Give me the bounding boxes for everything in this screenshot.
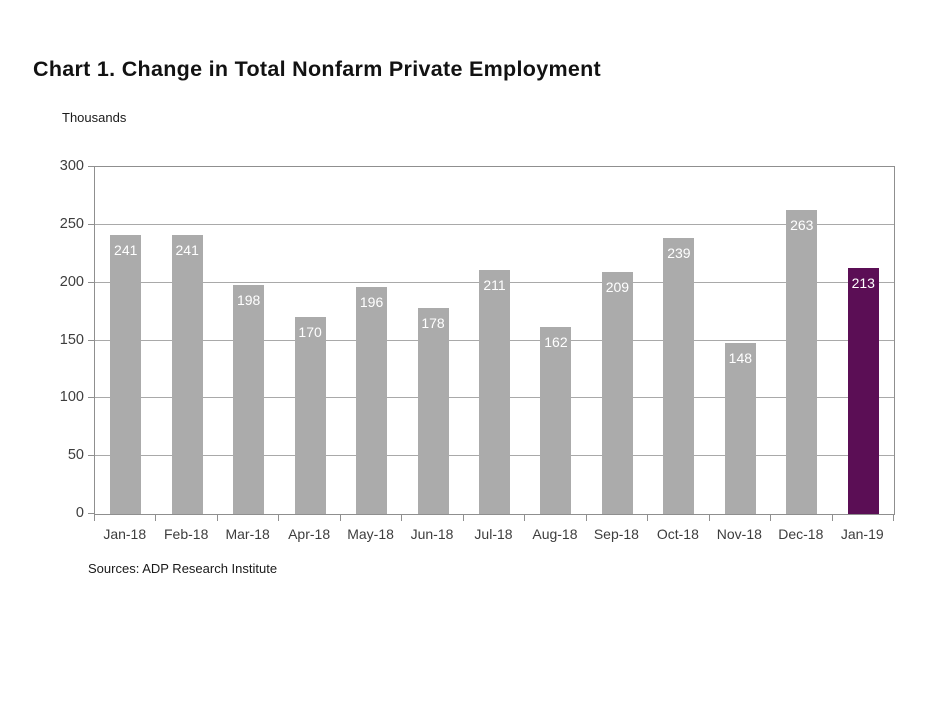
bar-value-label: 209	[605, 279, 630, 296]
x-tick-label-Aug-18: Aug-18	[532, 526, 578, 542]
bar-value-label: 213	[851, 274, 875, 291]
x-tick-label-Dec-18: Dec-18	[778, 526, 824, 542]
bar-value-label: 162	[544, 333, 568, 350]
y-tick-mark	[88, 281, 94, 283]
bar-Jan-18: 241	[110, 235, 142, 514]
gridline-250	[95, 223, 894, 225]
bar-value-label: 241	[175, 242, 199, 259]
x-tick-label-Nov-18: Nov-18	[716, 526, 762, 542]
y-tick-mark	[88, 166, 94, 167]
x-tick-label-Jul-18: Jul-18	[474, 526, 513, 542]
x-tick-label-Oct-18: Oct-18	[656, 526, 699, 542]
x-tick-mark	[94, 514, 95, 521]
bar-value-label: 263	[790, 216, 814, 233]
y-tick-label-300: 300	[59, 158, 84, 174]
y-tick-label-0: 0	[75, 505, 84, 521]
bar-value-label: 178	[421, 315, 445, 332]
x-tick-label-Jan-18: Jan-18	[103, 526, 147, 542]
y-tick-mark	[88, 397, 94, 399]
bar-Jun-18: 178	[417, 308, 449, 514]
x-tick-label-May-18: May-18	[347, 526, 394, 542]
y-tick-label-100: 100	[59, 389, 84, 406]
bar-Sep-18: 209	[601, 272, 633, 514]
x-tick-mark	[462, 514, 464, 521]
y-tick-label-250: 250	[59, 215, 84, 232]
bar-value-label: 211	[483, 276, 506, 293]
y-tick-label-200: 200	[59, 273, 84, 290]
bar-value-label: 170	[298, 324, 322, 341]
y-tick-mark	[88, 223, 94, 225]
y-tick-label-150: 150	[59, 331, 84, 348]
x-tick-label-Apr-18: Apr-18	[288, 526, 331, 542]
bar-value-label: 148	[728, 349, 753, 366]
y-tick-mark	[88, 339, 94, 341]
x-tick-mark	[770, 514, 772, 521]
x-tick-mark	[647, 514, 649, 521]
chart-title: Chart 1. Change in Total Nonfarm Private…	[33, 57, 602, 81]
bar-Jan-19: 213	[847, 267, 879, 514]
plot-area: 241 241 198 170 196 178 211 162 209 239 148 263 213	[94, 166, 895, 515]
y-tick-mark	[88, 513, 94, 514]
bar-Oct-18: 239	[663, 237, 695, 514]
bar-Aug-18: 162	[540, 326, 572, 514]
source-note: Sources: ADP Research Institute	[88, 561, 278, 576]
x-tick-label-Sep-18: Sep-18	[593, 526, 639, 542]
x-tick-label-Jan-19: Jan-19	[840, 526, 884, 542]
bar-value-label: 196	[359, 294, 384, 311]
bar-Jul-18: 211	[479, 269, 510, 514]
bar-value-label: 241	[114, 242, 138, 259]
bar-Apr-18: 170	[294, 317, 326, 514]
x-tick-mark	[155, 514, 157, 521]
bar-Dec-18: 263	[786, 209, 818, 514]
x-tick-mark	[585, 514, 587, 521]
x-tick-mark	[708, 514, 710, 521]
y-axis-units-label: Thousands	[62, 110, 127, 125]
bar-value-label: 198	[236, 291, 261, 308]
x-tick-mark	[831, 514, 833, 521]
x-tick-label-Mar-18: Mar-18	[225, 526, 270, 542]
bar-Feb-18: 241	[171, 235, 203, 514]
x-tick-mark	[339, 514, 341, 521]
y-tick-label-50: 50	[67, 447, 84, 464]
x-tick-mark	[216, 514, 218, 521]
bar-Nov-18: 148	[724, 342, 756, 514]
x-tick-mark	[893, 514, 894, 521]
x-tick-label-Jun-18: Jun-18	[410, 526, 454, 542]
x-tick-mark	[278, 514, 280, 521]
bar-May-18: 196	[356, 287, 388, 514]
y-tick-mark	[88, 455, 94, 457]
bar-Mar-18: 198	[233, 284, 265, 514]
x-tick-mark	[524, 514, 526, 521]
bar-value-label: 239	[667, 244, 691, 261]
x-tick-mark	[401, 514, 403, 521]
x-tick-label-Feb-18: Feb-18	[164, 526, 209, 542]
